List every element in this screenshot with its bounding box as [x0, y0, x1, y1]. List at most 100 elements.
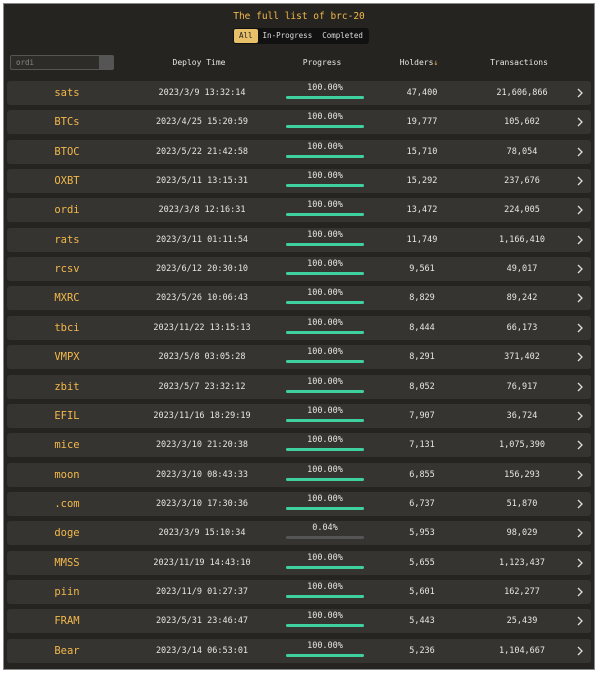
holders: 7,907	[409, 410, 435, 421]
ticker: OXBT	[54, 175, 80, 188]
deploy-time: 2023/11/19 14:43:10	[153, 557, 251, 568]
deploy-time: 2023/5/31 23:46:47	[155, 616, 249, 627]
search-placeholder: ordi	[16, 58, 35, 67]
chevron-path	[577, 264, 583, 274]
table-row[interactable]: rats 2023/3/11 01:11:54 100.00% 11,749 1,166…	[7, 227, 591, 252]
tab[interactable]: All	[234, 29, 258, 43]
column-header[interactable]: Transactions	[490, 58, 548, 67]
table-row[interactable]: zbit 2023/5/7 23:32:12 100.00% 8,052 76,917	[7, 374, 591, 399]
deploy-time: 2023/3/9 13:32:14	[158, 88, 246, 98]
progress-track	[286, 125, 364, 129]
holders: 13,472	[406, 205, 438, 216]
table-row[interactable]: FRAM 2023/5/31 23:46:47 100.00% 5,443 25,439	[7, 609, 591, 634]
progress-track	[286, 154, 364, 158]
deploy-time: 2023/3/10 17:30:36	[155, 498, 249, 509]
holders: 8,444	[409, 322, 435, 333]
chevron-path	[577, 558, 583, 568]
chevron	[577, 646, 583, 656]
progress-text: 100.00%	[307, 200, 343, 211]
chevron	[577, 264, 583, 274]
table-row[interactable]: VMPX 2023/5/8 03:05:28 100.00% 8,291 371,402	[7, 345, 591, 370]
progress-fill	[286, 96, 364, 99]
ticker: zbit	[54, 380, 80, 393]
progress-track	[286, 184, 364, 188]
holders: 15,292	[406, 176, 438, 187]
tab[interactable]: In-Progress	[262, 31, 313, 40]
holders: 5,655	[409, 557, 435, 568]
progress-track	[286, 389, 364, 393]
table-row[interactable]: piin 2023/11/9 01:27:37 100.00% 5,601 162,27…	[7, 579, 591, 604]
table-row[interactable]: BTCs 2023/4/25 15:20:59 100.00% 19,777 105,6…	[7, 110, 591, 135]
table-row[interactable]: EFIL 2023/11/16 18:29:19 100.00% 7,907 36,72…	[7, 403, 591, 428]
deploy-time: 2023/5/22 21:42:58	[155, 146, 249, 157]
transactions: 1,123,437	[498, 557, 546, 568]
progress-text: 100.00%	[307, 464, 343, 475]
ticker: BTCs	[54, 116, 80, 129]
chevron-path	[577, 176, 583, 186]
progress-fill	[286, 301, 364, 305]
table-row[interactable]: MMSS 2023/11/19 14:43:10 100.00% 5,655 1,123…	[7, 550, 591, 575]
chevron	[577, 587, 583, 597]
progress-track	[286, 594, 364, 598]
chevron-path	[577, 117, 583, 127]
progress-track	[286, 96, 364, 99]
chevron	[577, 205, 583, 215]
table-row[interactable]: mice 2023/3/10 21:20:38 100.00% 7,131 1,075,…	[7, 433, 591, 458]
chevron	[577, 147, 583, 157]
deploy-time: 2023/11/16 18:29:19	[153, 410, 251, 421]
progress-track	[286, 536, 364, 540]
tab[interactable]: Completed	[322, 31, 363, 40]
progress-fill	[286, 184, 364, 188]
page-title: The full list of brc-20	[233, 11, 365, 22]
table-row[interactable]: .com 2023/3/10 17:30:36 100.00% 6,737 51,870	[7, 491, 591, 516]
progress-fill	[286, 125, 364, 129]
search-button[interactable]	[99, 56, 113, 69]
deploy-time: 2023/3/14 06:53:01	[155, 645, 249, 656]
chevron	[577, 470, 583, 480]
transactions: 237,676	[504, 176, 540, 187]
transactions: 76,917	[506, 381, 538, 392]
progress-fill	[286, 330, 364, 334]
table-row[interactable]: MXRC 2023/5/26 10:06:43 100.00% 8,829 89,242	[7, 286, 591, 311]
progress-track	[286, 301, 364, 305]
transactions: 1,166,410	[498, 234, 546, 245]
holders: 19,777	[406, 117, 438, 128]
table-row[interactable]: tbci 2023/11/22 13:15:13 100.00% 8,444 66,17…	[7, 315, 591, 340]
progress-text: 100.00%	[307, 171, 343, 182]
column-header[interactable]: Holders↓	[389, 58, 449, 67]
transactions: 89,242	[506, 293, 538, 304]
progress-fill	[286, 272, 364, 276]
table-row[interactable]: ordi 2023/3/8 12:16:31 100.00% 13,472 224,00…	[7, 198, 591, 223]
chevron-path	[577, 352, 583, 362]
progress-text: 100.00%	[307, 640, 343, 651]
deploy-time: 2023/3/10 21:20:38	[155, 440, 249, 451]
chevron-path	[577, 205, 583, 215]
column-header[interactable]: Deploy Time	[172, 58, 226, 67]
holders: 8,829	[409, 293, 435, 304]
table-row[interactable]: OXBT 2023/5/11 13:15:31 100.00% 15,292 237,6…	[7, 169, 591, 194]
ticker: EFIL	[54, 409, 80, 422]
search-box[interactable]: ordi	[10, 55, 114, 70]
table-row[interactable]: rcsv 2023/6/12 20:30:10 100.00% 9,561 49,017	[7, 257, 591, 282]
chevron-path	[577, 382, 583, 391]
progress-track	[286, 418, 364, 422]
column-header[interactable]: Progress	[302, 58, 342, 67]
progress-text: 100.00%	[307, 376, 343, 387]
table-row[interactable]: doge 2023/3/9 15:10:34 0.04% 5,953 98,029	[7, 521, 591, 546]
table-row[interactable]: BTOC 2023/5/22 21:42:58 100.00% 15,710 78,05…	[7, 139, 591, 164]
chevron	[577, 235, 583, 245]
progress-text: 0.04%	[312, 523, 338, 534]
ticker: tbci	[54, 321, 80, 334]
ticker: doge	[54, 527, 80, 540]
table-row[interactable]: Bear 2023/3/14 06:53:01 100.00% 5,236 1,104,…	[7, 638, 591, 663]
progress-text: 100.00%	[307, 611, 343, 622]
table-row[interactable]: sats 2023/3/9 13:32:14 100.00% 47,400 21,606…	[7, 81, 591, 105]
holders: 8,052	[409, 381, 435, 392]
transactions: 1,104,667	[498, 645, 546, 656]
chevron	[577, 411, 583, 421]
deploy-time: 2023/11/9 01:27:37	[155, 586, 249, 597]
transactions: 156,293	[504, 469, 540, 480]
progress-fill	[286, 418, 364, 422]
table-row[interactable]: moon 2023/3/10 08:43:33 100.00% 6,855 156,29…	[7, 462, 591, 487]
chevron	[577, 558, 583, 568]
